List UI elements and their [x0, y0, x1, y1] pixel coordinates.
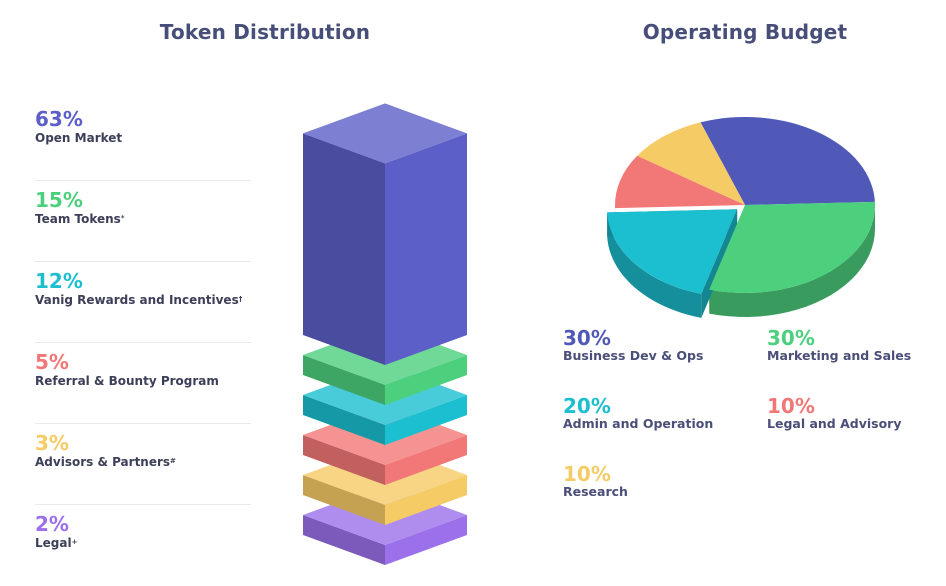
legend-percent: 3%: [35, 432, 251, 454]
legend-label: Team Tokens*: [35, 211, 251, 227]
legend-item-team-tokens: 15% Team Tokens*: [35, 181, 251, 262]
stack-block-right-face: [385, 133, 467, 365]
token-distribution-title: Token Distribution: [130, 20, 400, 44]
legend-percent: 5%: [35, 351, 251, 373]
legend-percent: 63%: [35, 108, 251, 130]
budget-percent: 10%: [767, 396, 946, 416]
legend-percent: 15%: [35, 189, 251, 211]
budget-item-legal-advisory: 10% Legal and Advisory: [767, 396, 946, 432]
legend-item-rewards: 12% Vanig Rewards and Incentives†: [35, 262, 251, 343]
budget-percent: 30%: [563, 328, 743, 348]
budget-label: Research: [563, 484, 743, 500]
legend-label: Vanig Rewards and Incentives†: [35, 292, 251, 308]
legend-label: Referral & Bounty Program: [35, 373, 251, 389]
legend-item-legal: 2% Legal+: [35, 505, 251, 586]
legend-percent: 2%: [35, 513, 251, 535]
token-stack-chart: [290, 95, 480, 565]
budget-percent: 30%: [767, 328, 946, 348]
budget-item-business-dev: 30% Business Dev & Ops: [563, 328, 743, 364]
stack-block-left-face: [303, 133, 385, 365]
budget-label: Business Dev & Ops: [563, 348, 743, 364]
operating-budget-title: Operating Budget: [600, 20, 890, 44]
budget-label: Legal and Advisory: [767, 416, 946, 432]
token-legend: 63% Open Market 15% Team Tokens* 12% Van…: [35, 100, 251, 586]
legend-item-referral: 5% Referral & Bounty Program: [35, 343, 251, 424]
legend-label: Legal+: [35, 535, 251, 551]
stack-block-open-market: [303, 103, 467, 365]
budget-label: Marketing and Sales: [767, 348, 946, 364]
budget-label: Admin and Operation: [563, 416, 743, 432]
budget-percent: 20%: [563, 396, 743, 416]
budget-percent: 10%: [563, 464, 743, 484]
budget-item-admin: 20% Admin and Operation: [563, 396, 743, 432]
legend-item-advisors: 3% Advisors & Partners#: [35, 424, 251, 505]
legend-label: Open Market: [35, 130, 251, 146]
budget-item-marketing: 30% Marketing and Sales: [767, 328, 946, 364]
legend-percent: 12%: [35, 270, 251, 292]
legend-item-open-market: 63% Open Market: [35, 100, 251, 181]
budget-pie-chart: [600, 105, 890, 320]
budget-item-research: 10% Research: [563, 464, 743, 500]
legend-label: Advisors & Partners#: [35, 454, 251, 470]
